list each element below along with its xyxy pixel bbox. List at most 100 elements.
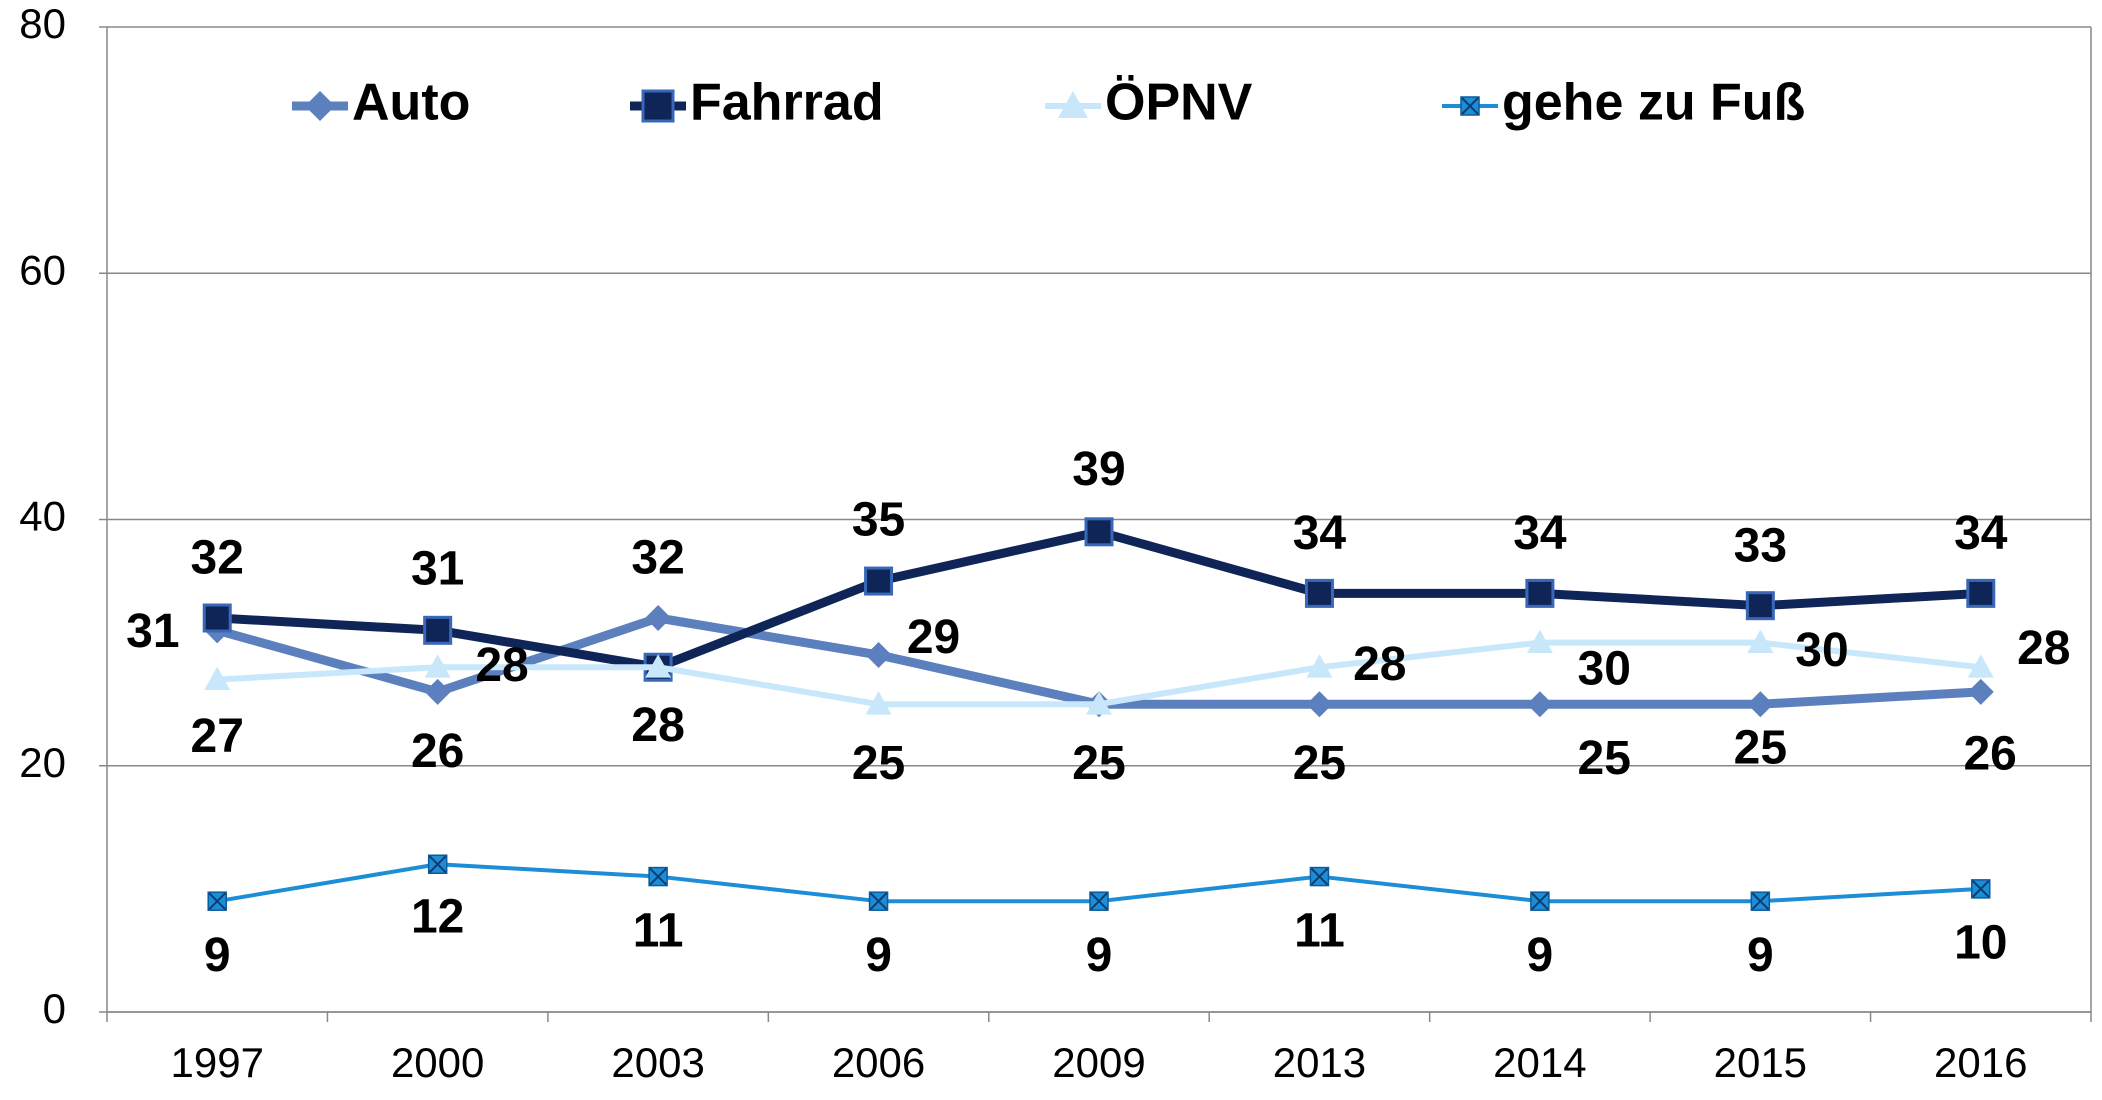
marker (1460, 96, 1480, 116)
data-label: 9 (1747, 929, 1774, 982)
data-label: 28 (631, 699, 684, 752)
x-tick-label: 2013 (1273, 1039, 1366, 1086)
marker (1750, 891, 1771, 911)
marker-cross (649, 867, 667, 886)
x-tick-label: 2014 (1493, 1039, 1586, 1086)
marker (204, 666, 231, 690)
marker (1971, 879, 1991, 899)
data-label: 35 (852, 493, 905, 546)
data-label: 30 (1578, 642, 1631, 695)
marker (1525, 578, 1555, 608)
marker (1306, 654, 1333, 678)
marker (865, 641, 892, 668)
marker (1526, 629, 1553, 654)
y-tick-label: 60 (19, 246, 66, 293)
data-label: 31 (411, 543, 464, 596)
marker (648, 866, 668, 887)
data-label: 28 (475, 639, 528, 692)
marker (1058, 91, 1088, 118)
legend-item: Fahrrad (630, 74, 884, 132)
x-tick-label: 2000 (391, 1039, 484, 1086)
data-label: 25 (1072, 737, 1125, 790)
marker (202, 603, 232, 633)
data-label: 25 (852, 737, 905, 790)
marker (424, 654, 451, 678)
marker-cross (1090, 892, 1108, 910)
marker (1745, 591, 1775, 621)
data-label: 10 (1954, 917, 2007, 970)
marker (427, 854, 448, 874)
legend-item: gehe zu Fuß (1442, 74, 1805, 132)
data-label: 9 (1527, 929, 1554, 982)
data-label: 9 (204, 929, 231, 982)
data-label: 32 (631, 532, 684, 585)
data-label: 26 (411, 725, 464, 778)
marker (1306, 691, 1333, 718)
marker (868, 891, 889, 911)
marker (305, 91, 335, 121)
marker-cross (428, 855, 447, 873)
data-label: 30 (1795, 624, 1848, 677)
marker (1530, 891, 1550, 911)
x-tick-label: 2003 (611, 1039, 704, 1086)
marker-cross (208, 892, 226, 910)
y-tick-label: 40 (19, 493, 66, 540)
data-label: 33 (1734, 519, 1787, 572)
data-label: 29 (907, 611, 960, 664)
marker (1089, 891, 1109, 911)
data-label: 34 (1293, 507, 1347, 560)
data-label: 11 (633, 904, 684, 957)
data-label: 34 (1513, 507, 1567, 560)
data-label: 25 (1293, 737, 1346, 790)
legend-label: gehe zu Fuß (1502, 74, 1805, 132)
data-label: 12 (411, 891, 464, 944)
data-label: 25 (1734, 721, 1787, 774)
series: 9 12 11 9 9 11 9 9 10 (204, 854, 2007, 982)
legend-item: ÖPNV (1045, 74, 1253, 132)
marker (645, 654, 672, 678)
legend-item: Auto (292, 74, 470, 132)
marker (424, 678, 451, 705)
marker (1966, 578, 1996, 608)
data-label: 28 (631, 699, 684, 752)
data-label: 39 (1072, 443, 1125, 496)
marker-cross (1751, 892, 1770, 910)
marker (1309, 866, 1330, 887)
marker-cross (1972, 880, 1990, 898)
x-tick-label: 2016 (1934, 1039, 2027, 1086)
marker-cross (1531, 892, 1549, 910)
marker (1304, 578, 1334, 608)
data-label: 31 (126, 605, 179, 658)
data-label: 34 (1954, 507, 2008, 560)
y-tick-label: 20 (19, 739, 66, 786)
marker-cross (869, 892, 888, 910)
marker-cross (1310, 867, 1329, 886)
marker (1967, 678, 1994, 705)
data-label: 26 (1963, 728, 2016, 781)
data-label: 27 (191, 710, 244, 763)
marker (1526, 691, 1553, 718)
y-tick-label: 0 (43, 985, 66, 1032)
data-label: 25 (1578, 732, 1631, 785)
data-label: 32 (191, 532, 244, 585)
data-label: 28 (1353, 638, 1406, 691)
x-tick-label: 2009 (1052, 1039, 1145, 1086)
marker (423, 615, 453, 645)
marker (641, 89, 675, 123)
marker (1086, 691, 1112, 715)
legend-label: ÖPNV (1105, 74, 1253, 132)
legend-label: Auto (352, 74, 470, 132)
marker (864, 566, 894, 596)
marker-cross (1461, 97, 1479, 115)
data-label: 11 (1294, 904, 1345, 957)
y-tick-label: 80 (19, 0, 66, 47)
x-tick-label: 2015 (1714, 1039, 1807, 1086)
data-label: 9 (865, 929, 892, 982)
marker (1747, 629, 1774, 654)
legend-label: Fahrrad (690, 74, 884, 132)
data-label: 25 (1072, 737, 1125, 790)
marker (1747, 691, 1774, 718)
data-label: 9 (1086, 929, 1113, 982)
